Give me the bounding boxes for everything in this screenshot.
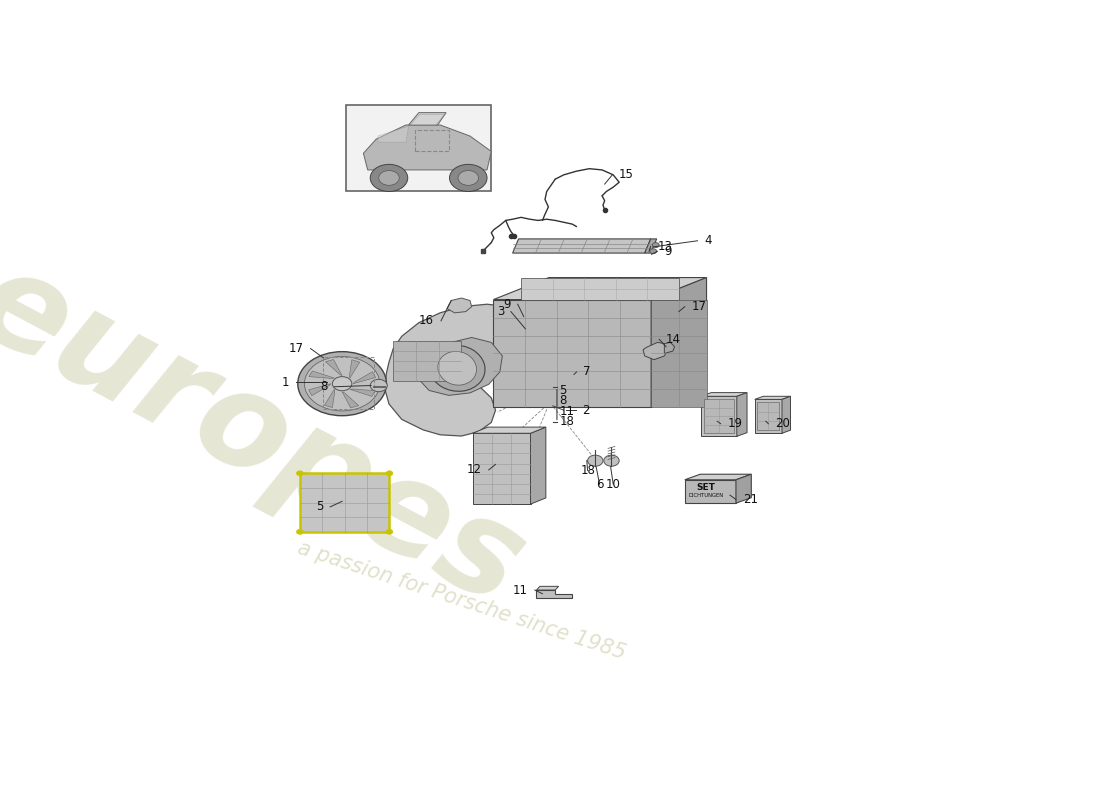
Circle shape	[297, 471, 304, 476]
Polygon shape	[447, 298, 472, 313]
Polygon shape	[757, 402, 780, 430]
Text: a passion for Porsche since 1985: a passion for Porsche since 1985	[295, 538, 628, 664]
Polygon shape	[513, 239, 651, 253]
Circle shape	[386, 471, 393, 476]
Polygon shape	[410, 114, 444, 125]
Polygon shape	[385, 304, 530, 436]
Circle shape	[378, 170, 399, 186]
Bar	[415, 130, 449, 151]
Polygon shape	[644, 342, 668, 360]
Text: 9: 9	[664, 245, 672, 258]
Polygon shape	[473, 434, 530, 504]
Polygon shape	[704, 399, 734, 434]
Polygon shape	[651, 299, 706, 407]
Text: 8: 8	[320, 380, 328, 394]
Polygon shape	[651, 278, 706, 407]
Polygon shape	[645, 239, 657, 253]
Circle shape	[587, 455, 603, 466]
Polygon shape	[755, 399, 782, 434]
Text: 17: 17	[692, 300, 706, 313]
Text: 7: 7	[583, 366, 591, 378]
Text: 3: 3	[497, 305, 504, 318]
Text: 15: 15	[619, 168, 634, 182]
Text: 12: 12	[466, 463, 482, 477]
Text: 4: 4	[704, 234, 712, 247]
Text: 16: 16	[419, 314, 435, 327]
Ellipse shape	[438, 351, 476, 385]
Text: 13: 13	[658, 240, 672, 253]
Polygon shape	[782, 396, 791, 434]
Circle shape	[652, 242, 659, 247]
Circle shape	[450, 164, 487, 191]
Polygon shape	[755, 396, 791, 399]
Polygon shape	[300, 474, 389, 532]
Text: 14: 14	[666, 333, 681, 346]
Polygon shape	[685, 480, 736, 503]
Circle shape	[332, 377, 352, 390]
Bar	[346, 106, 492, 191]
Polygon shape	[521, 278, 679, 299]
Text: 21: 21	[742, 493, 758, 506]
Text: 2: 2	[583, 404, 590, 417]
Polygon shape	[408, 113, 447, 125]
Text: 6: 6	[596, 478, 603, 490]
Polygon shape	[685, 474, 751, 480]
Bar	[323, 357, 374, 409]
Polygon shape	[537, 590, 572, 598]
Polygon shape	[350, 360, 360, 378]
Polygon shape	[353, 372, 375, 384]
Text: 18: 18	[560, 415, 574, 428]
Circle shape	[297, 530, 304, 534]
Text: 8: 8	[560, 394, 566, 407]
Polygon shape	[326, 359, 342, 376]
Polygon shape	[737, 393, 747, 436]
Text: 1: 1	[282, 376, 289, 389]
Text: 19: 19	[727, 418, 742, 430]
Polygon shape	[394, 341, 462, 381]
Text: 11: 11	[513, 583, 528, 597]
Text: europes: europes	[0, 238, 543, 632]
Circle shape	[305, 357, 380, 411]
Polygon shape	[378, 126, 408, 142]
Circle shape	[298, 352, 386, 416]
Polygon shape	[736, 474, 751, 503]
Polygon shape	[494, 299, 651, 407]
Polygon shape	[363, 125, 492, 170]
Polygon shape	[324, 390, 334, 408]
Text: 17: 17	[288, 342, 304, 355]
Ellipse shape	[429, 346, 485, 391]
Polygon shape	[701, 393, 747, 396]
Text: 9: 9	[504, 298, 510, 310]
Polygon shape	[350, 389, 375, 397]
Polygon shape	[537, 586, 559, 590]
Polygon shape	[494, 278, 706, 299]
Polygon shape	[473, 427, 546, 434]
Circle shape	[371, 164, 408, 191]
Polygon shape	[309, 384, 331, 396]
Polygon shape	[419, 338, 503, 395]
Circle shape	[386, 530, 393, 534]
Text: 10: 10	[606, 478, 620, 490]
Text: 5: 5	[316, 500, 323, 514]
Text: 5: 5	[560, 384, 566, 397]
Text: SET: SET	[696, 483, 716, 492]
Polygon shape	[342, 392, 359, 408]
Polygon shape	[530, 427, 546, 504]
Circle shape	[458, 170, 478, 186]
Text: DICHTUNGEN: DICHTUNGEN	[689, 494, 724, 498]
Text: 11: 11	[560, 405, 574, 418]
Circle shape	[371, 379, 387, 392]
Circle shape	[650, 249, 657, 254]
Circle shape	[604, 455, 619, 466]
Polygon shape	[701, 396, 737, 436]
Text: 18: 18	[580, 464, 595, 477]
Polygon shape	[664, 342, 674, 354]
Text: 20: 20	[776, 418, 790, 430]
Polygon shape	[309, 371, 334, 378]
